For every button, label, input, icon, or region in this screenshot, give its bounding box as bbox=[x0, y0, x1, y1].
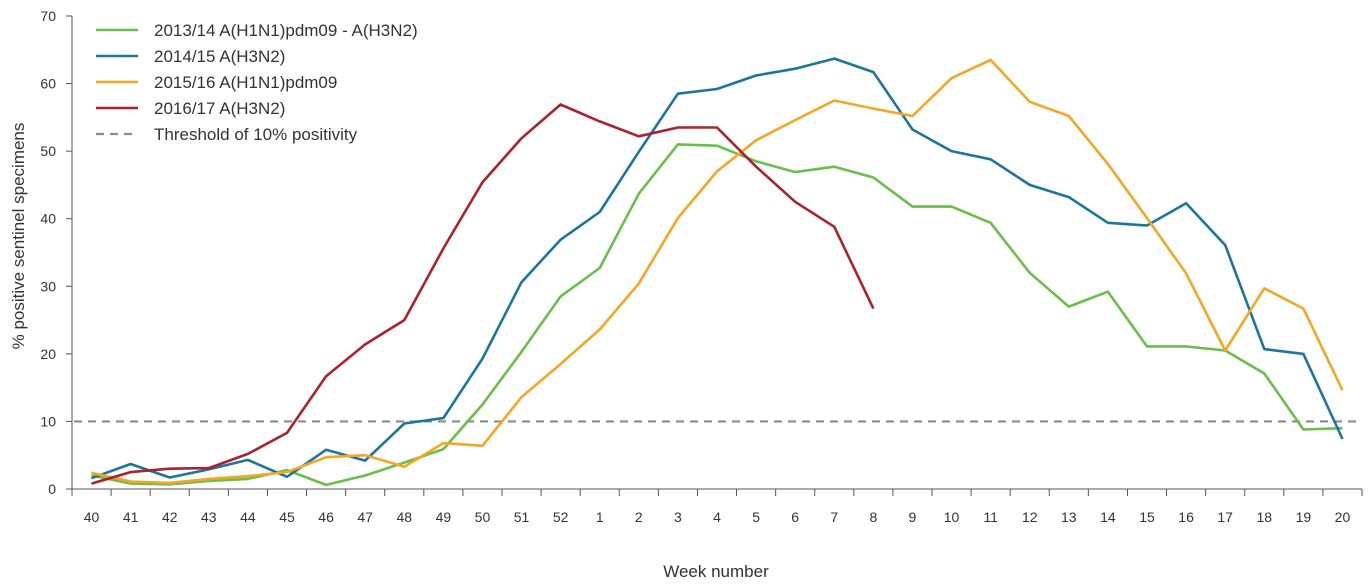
x-tick-label: 46 bbox=[318, 509, 334, 525]
x-tick-label: 16 bbox=[1178, 509, 1194, 525]
x-tick-label: 2 bbox=[635, 509, 643, 525]
x-axis: 40 41 42 43 44 45 46 47 48 49 50 51 52 1 2 3 4 5 6 7 8 9 10 11 1… bbox=[71, 488, 1363, 525]
x-tick-label: 45 bbox=[279, 509, 295, 525]
x-tick-label: 47 bbox=[357, 509, 373, 525]
y-tick-label: 50 bbox=[40, 143, 56, 159]
x-tick-label: 52 bbox=[553, 509, 569, 525]
series-line-3 bbox=[91, 103, 875, 485]
y-tick-label: 70 bbox=[40, 8, 56, 24]
x-tick-label: 4 bbox=[713, 509, 721, 525]
x-tick-label: 48 bbox=[396, 509, 412, 525]
x-axis-title: Week number bbox=[663, 562, 769, 581]
x-tick-label: 50 bbox=[475, 509, 491, 525]
y-tick-label: 60 bbox=[40, 76, 56, 92]
legend-label: 2014/15 A(H3N2) bbox=[154, 47, 285, 66]
x-tick-label: 9 bbox=[909, 509, 917, 525]
x-tick-label: 40 bbox=[84, 509, 100, 525]
x-tick-label: 14 bbox=[1100, 509, 1116, 525]
y-tick-label: 40 bbox=[40, 211, 56, 227]
x-tick-label: 19 bbox=[1296, 509, 1312, 525]
legend-label: 2015/16 A(H1N1)pdm09 bbox=[154, 73, 337, 92]
y-axis: 0 10 20 30 40 50 60 70 bbox=[40, 8, 73, 497]
y-tick-label: 0 bbox=[48, 481, 56, 497]
x-tick-label: 41 bbox=[123, 509, 139, 525]
x-tick-label: 17 bbox=[1217, 509, 1233, 525]
legend-label: 2013/14 A(H1N1)pdm09 - A(H3N2) bbox=[154, 21, 418, 40]
x-tick-label: 6 bbox=[791, 509, 799, 525]
x-tick-label: 12 bbox=[1022, 509, 1038, 525]
y-tick-label: 30 bbox=[40, 278, 56, 294]
legend-label: 2016/17 A(H3N2) bbox=[154, 99, 285, 118]
y-tick-label: 10 bbox=[40, 413, 56, 429]
x-tick-label: 3 bbox=[674, 509, 682, 525]
legend-label: Threshold of 10% positivity bbox=[154, 125, 358, 144]
x-tick-label: 18 bbox=[1256, 509, 1272, 525]
x-tick-label: 43 bbox=[201, 509, 217, 525]
y-axis-title: % positive sentinel specimens bbox=[9, 123, 28, 350]
series-layer bbox=[74, 57, 1362, 487]
x-tick-label: 42 bbox=[162, 509, 178, 525]
x-tick-label: 10 bbox=[944, 509, 960, 525]
x-tick-label: 1 bbox=[596, 509, 604, 525]
series-line-1 bbox=[91, 57, 1344, 480]
legend: 2013/14 A(H1N1)pdm09 - A(H3N2) 2014/15 A(… bbox=[96, 21, 418, 144]
y-tick-label: 20 bbox=[40, 346, 56, 362]
x-tick-label: 11 bbox=[983, 509, 998, 525]
x-tick-label: 15 bbox=[1139, 509, 1155, 525]
x-tick-label: 8 bbox=[869, 509, 877, 525]
x-tick-label: 44 bbox=[240, 509, 256, 525]
x-tick-label: 5 bbox=[752, 509, 760, 525]
series-line-2 bbox=[91, 58, 1344, 485]
x-tick-label: 20 bbox=[1335, 509, 1351, 525]
x-tick-label: 51 bbox=[514, 509, 530, 525]
series-line-0 bbox=[91, 143, 1343, 487]
x-tick-label: 13 bbox=[1061, 509, 1077, 525]
x-tick-label: 49 bbox=[436, 509, 452, 525]
x-tick-label: 7 bbox=[830, 509, 838, 525]
